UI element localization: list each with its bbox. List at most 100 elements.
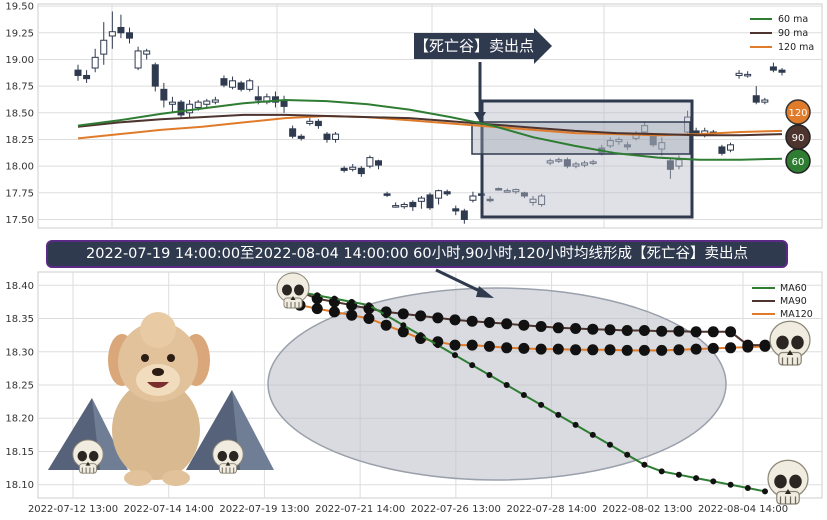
line-MA90 <box>299 290 765 347</box>
skull-icons <box>72 272 811 505</box>
candle-body <box>392 205 400 208</box>
point-MA120 <box>294 299 306 311</box>
point-MA60 <box>486 372 493 378</box>
candle <box>666 157 674 179</box>
bottom-x-tick-label: 2022-08-04 14:00 <box>698 504 788 515</box>
top-y-tick-label: 19.25 <box>5 28 34 39</box>
candle <box>357 166 365 177</box>
candle-body <box>435 190 443 199</box>
point-MA90 <box>638 325 650 336</box>
candles <box>74 11 786 224</box>
candle-body <box>134 50 142 69</box>
bottom-x-tick-label: 2022-07-19 13:00 <box>219 504 309 515</box>
point-MA120 <box>311 303 323 315</box>
candle <box>237 80 245 92</box>
bottom-y-tick-label: 18.15 <box>5 447 34 458</box>
moving-average-lines <box>77 99 783 161</box>
candle <box>332 132 340 143</box>
candle-body <box>503 190 511 193</box>
legend-label-ma120: 120 ma <box>778 42 814 53</box>
candle-body <box>100 39 108 55</box>
candle <box>143 48 151 60</box>
candle-body <box>718 146 726 154</box>
point-MA60 <box>383 312 390 319</box>
point-MA90 <box>656 325 668 337</box>
top-y-axis: 17.50 17.75 18.00 18.25 18.50 18.75 19.00 19.25… <box>5 2 34 226</box>
point-MA90 <box>415 310 427 322</box>
candle <box>581 160 589 168</box>
point-MA120 <box>570 344 582 356</box>
point-MA60 <box>589 431 596 438</box>
series-MA120 <box>294 299 771 356</box>
candle-body <box>151 64 159 87</box>
candle-body <box>769 66 777 71</box>
candle-body <box>520 192 528 197</box>
candle-body <box>194 101 202 108</box>
point-MA90 <box>466 315 478 327</box>
candle <box>229 76 237 90</box>
candle-body <box>529 198 537 203</box>
skull-icon <box>767 459 809 505</box>
skull-icon <box>276 272 310 309</box>
candle-body <box>726 144 734 151</box>
point-MA60 <box>348 298 355 305</box>
candle-body <box>581 162 589 166</box>
badge-60 <box>785 148 811 174</box>
candle-body <box>555 159 563 162</box>
candle <box>100 22 108 65</box>
badge-120-label: 120 <box>788 108 807 119</box>
candle-body <box>452 208 460 212</box>
bottom-y-tick-label: 18.30 <box>5 347 34 358</box>
top-legend: 60 ma 90 ma 120 ma <box>750 14 814 53</box>
candle <box>529 196 537 206</box>
point-MA60 <box>503 382 510 388</box>
point-MA120 <box>604 344 616 356</box>
point-MA90 <box>707 326 719 338</box>
candle-body <box>126 32 134 39</box>
candle-body <box>340 167 348 171</box>
candle-body <box>563 159 571 167</box>
candle <box>323 132 331 143</box>
point-MA60 <box>520 392 527 398</box>
point-MA120 <box>742 341 754 353</box>
top-y-tick-label: 18.25 <box>5 135 34 146</box>
candle <box>546 158 554 166</box>
top-y-tick-label: 18.75 <box>5 82 34 93</box>
candle-body <box>314 120 322 127</box>
candle <box>74 64 82 81</box>
point-MA90 <box>432 312 444 324</box>
point-MA60 <box>331 295 338 302</box>
candle-body <box>641 125 649 133</box>
line-MA120 <box>299 304 766 352</box>
candle <box>220 75 228 88</box>
candle-body <box>332 133 340 140</box>
badge-120 <box>785 99 811 125</box>
death-valley-outer-box <box>480 99 694 219</box>
candle <box>744 71 752 78</box>
legend-label-MA60: MA60 <box>780 283 807 294</box>
candle <box>417 196 425 209</box>
point-MA120 <box>346 309 358 321</box>
callout-label: 【死亡谷】卖出点 <box>414 37 534 55</box>
point-MA120 <box>587 344 599 356</box>
candle <box>383 191 391 198</box>
point-MA90 <box>294 286 306 298</box>
bottom-x-tick-label: 2022-07-21 14:00 <box>315 504 405 515</box>
point-MA60 <box>572 421 579 428</box>
skull-icon <box>72 439 104 474</box>
point-MA120 <box>690 343 702 355</box>
candle-body <box>374 160 382 166</box>
bottom-y-tick-label: 18.20 <box>5 414 34 425</box>
candle-body <box>186 103 194 114</box>
point-MA60 <box>744 485 751 491</box>
candle <box>340 166 348 173</box>
candle-body <box>606 140 614 147</box>
callout-arrow: 【死亡谷】卖出点 <box>414 28 552 122</box>
point-MA60 <box>400 322 407 329</box>
point-MA90 <box>518 319 530 331</box>
candle-body <box>237 82 245 90</box>
bottom-y-tick-label: 18.35 <box>5 314 34 325</box>
bottom-y-tick-label: 18.40 <box>5 281 34 292</box>
point-MA90 <box>570 323 582 334</box>
candle-body <box>349 166 357 170</box>
